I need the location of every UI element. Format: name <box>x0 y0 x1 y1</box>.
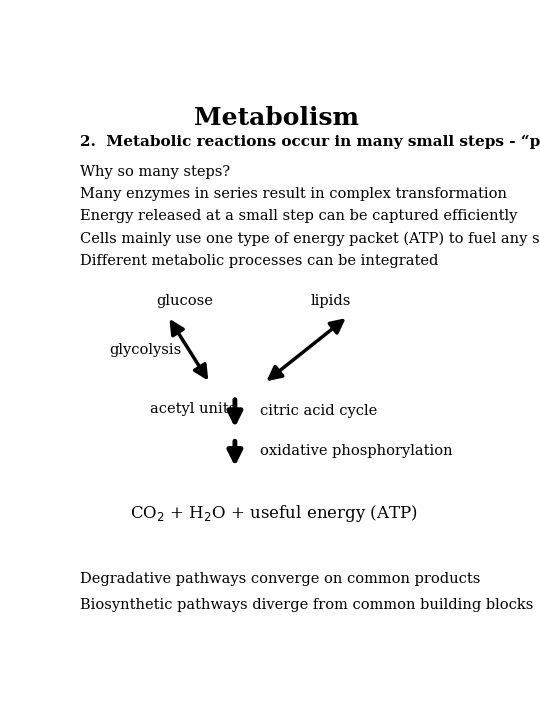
Text: citric acid cycle: citric acid cycle <box>260 404 377 418</box>
Text: 2.  Metabolic reactions occur in many small steps - “pathways”: 2. Metabolic reactions occur in many sma… <box>80 135 540 150</box>
Text: Degradative pathways converge on common products: Degradative pathways converge on common … <box>80 572 481 585</box>
Text: Biosynthetic pathways diverge from common building blocks: Biosynthetic pathways diverge from commo… <box>80 598 534 612</box>
Text: CO$_2$ + H$_2$O + useful energy (ATP): CO$_2$ + H$_2$O + useful energy (ATP) <box>130 503 418 523</box>
Text: Cells mainly use one type of energy packet (ATP) to fuel any small step: Cells mainly use one type of energy pack… <box>80 232 540 246</box>
Text: Energy released at a small step can be captured efficiently: Energy released at a small step can be c… <box>80 210 517 223</box>
Text: oxidative phosphorylation: oxidative phosphorylation <box>260 444 453 458</box>
Text: glycolysis: glycolysis <box>109 343 181 356</box>
Text: glucose: glucose <box>156 294 213 307</box>
Text: Metabolism: Metabolism <box>194 106 359 130</box>
Text: Many enzymes in series result in complex transformation: Many enzymes in series result in complex… <box>80 187 507 202</box>
Text: acetyl units: acetyl units <box>150 402 236 416</box>
Text: lipids: lipids <box>311 294 352 307</box>
Text: Different metabolic processes can be integrated: Different metabolic processes can be int… <box>80 254 438 268</box>
Text: Why so many steps?: Why so many steps? <box>80 165 230 179</box>
